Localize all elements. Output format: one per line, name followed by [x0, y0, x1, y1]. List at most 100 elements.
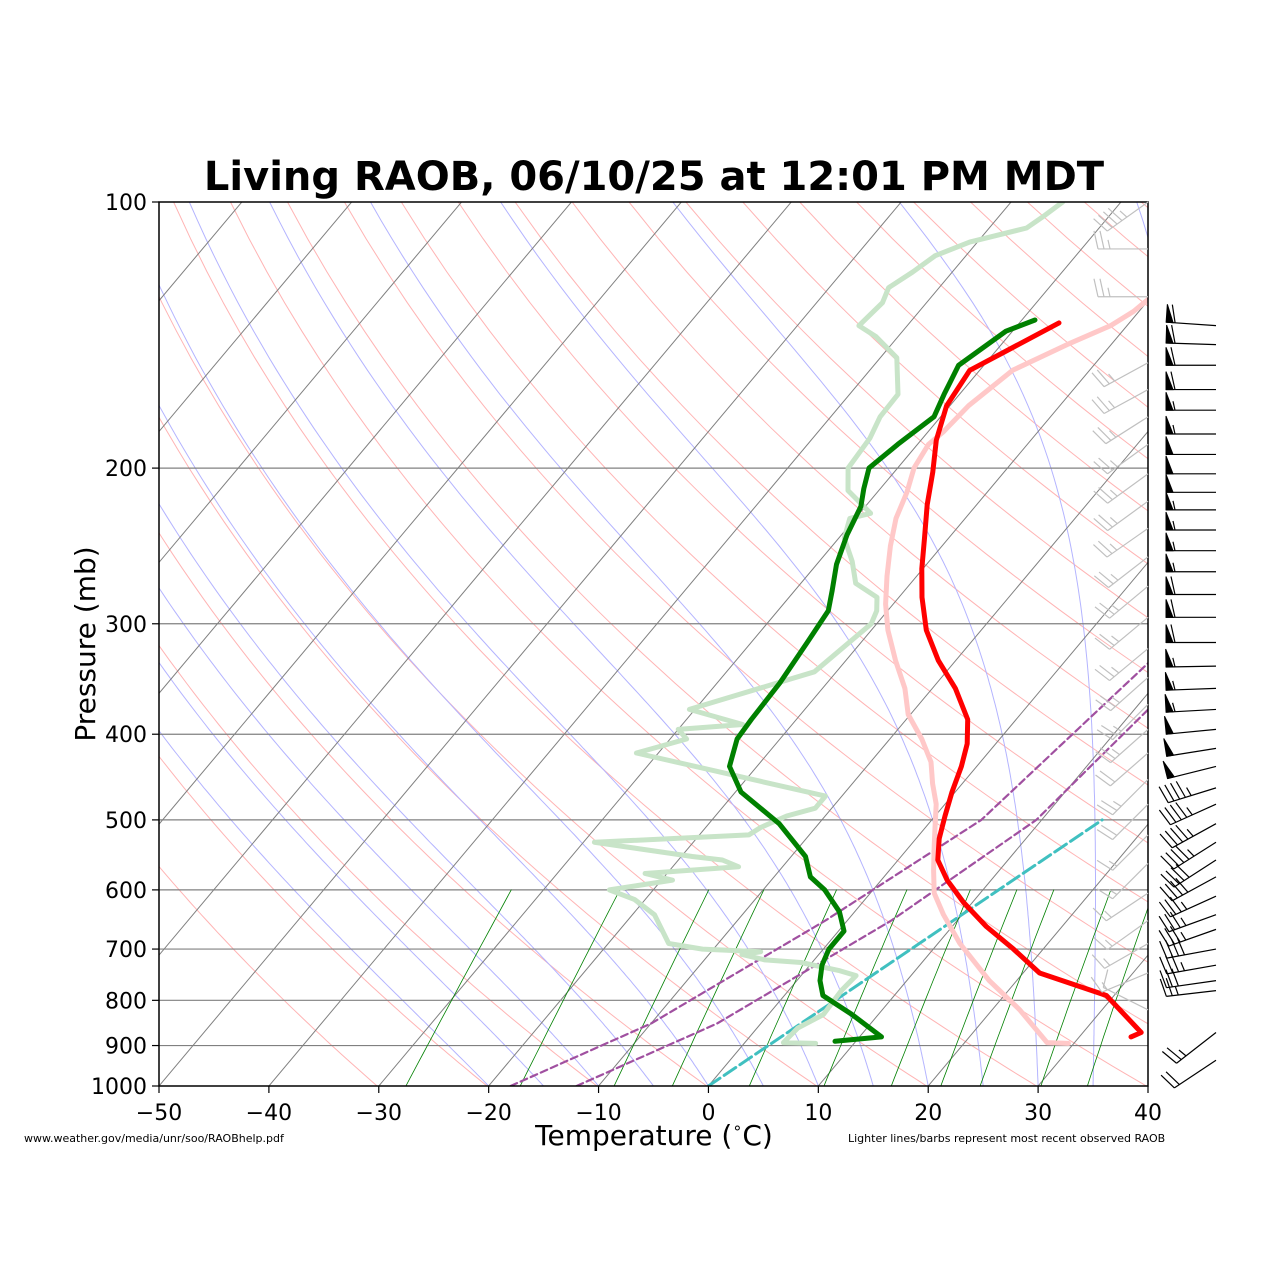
wind-barb — [1161, 1032, 1217, 1064]
observed-wind-barb — [1094, 616, 1149, 650]
barb-full — [1164, 830, 1178, 846]
wind-barb — [1165, 474, 1216, 493]
barb-full — [1160, 855, 1175, 870]
barb-staff — [1107, 500, 1149, 532]
barb-full — [1096, 396, 1110, 412]
barb-flag — [1165, 324, 1174, 344]
barb-staff — [1112, 862, 1149, 900]
barb-half — [1172, 401, 1176, 411]
barb-flag — [1164, 672, 1174, 691]
isotherm — [487, 299, 1148, 1086]
barb-full — [1170, 371, 1176, 390]
parcel-line — [509, 661, 1148, 1086]
barb-staff — [1109, 752, 1149, 787]
barb-flag — [1162, 760, 1176, 780]
barb-flag — [1165, 436, 1174, 455]
barb-half — [1172, 657, 1176, 668]
barb-half — [1108, 373, 1116, 382]
wind-barb — [1160, 841, 1217, 870]
barb-full — [1175, 802, 1188, 818]
y-tick-label: 800 — [105, 989, 147, 1014]
footer-left-link[interactable]: www.weather.gov/media/unr/soo/RAOBhelp.p… — [24, 1132, 285, 1145]
wind-barb — [1158, 781, 1217, 804]
barb-half — [1180, 961, 1186, 971]
dry-adiabat — [159, 755, 488, 1086]
observed-wind-barb — [1095, 752, 1149, 787]
barb-half — [1172, 680, 1176, 691]
observed-wind-barb — [1093, 443, 1149, 475]
barb-half — [1109, 516, 1118, 524]
y-tick-label: 500 — [105, 809, 147, 834]
barb-full — [1169, 804, 1182, 821]
barb-staff — [1168, 787, 1217, 804]
wind-barb — [1165, 304, 1217, 327]
barb-half — [1108, 889, 1118, 896]
barb-half — [1107, 239, 1111, 250]
observed-wind-barb — [1093, 556, 1149, 589]
x-tick-label: 10 — [804, 1101, 832, 1126]
barb-staff — [1106, 527, 1149, 558]
barb-half — [1111, 604, 1120, 611]
barb-full — [1091, 399, 1105, 414]
barb-full — [1097, 540, 1113, 555]
barb-staff — [1105, 416, 1149, 445]
isotherm — [707, 561, 1148, 1086]
wind-barb — [1163, 738, 1217, 757]
observed-wind-barb — [1096, 703, 1149, 741]
isotherm — [159, 202, 792, 956]
barb-full — [1101, 800, 1118, 812]
observed-wind-barb — [1096, 779, 1149, 816]
axes: −50 −40 −30 −20 −10 0 10 20 30 40 100 200 300 400 500 6… — [91, 191, 1162, 1126]
x-tick-label: 0 — [701, 1101, 715, 1126]
wind-barb — [1165, 648, 1217, 668]
barb-full — [1164, 883, 1178, 899]
isotherm — [927, 823, 1148, 1086]
barb-staff — [1103, 362, 1149, 388]
barb-staff — [1108, 556, 1149, 589]
barb-full — [1102, 211, 1118, 225]
barb-full — [1175, 845, 1190, 860]
mixing-ratio-line — [823, 889, 908, 1086]
barb-full — [1096, 859, 1113, 871]
observed-wind-barb — [1093, 920, 1149, 951]
dry-adiabat — [159, 644, 598, 1086]
wind-barb — [1165, 392, 1216, 411]
barb-staff — [1176, 1032, 1217, 1064]
barb-full — [1096, 729, 1113, 741]
barb-full — [1098, 214, 1113, 229]
barb-half — [1113, 800, 1122, 807]
barb-half — [1180, 917, 1187, 926]
barb-staff — [1112, 779, 1149, 816]
barb-full — [1175, 824, 1189, 840]
observed-wind-barb — [1093, 473, 1149, 504]
y-tick-label: 300 — [105, 613, 147, 638]
observed-wind-barb — [1095, 676, 1149, 712]
observed-wind-barb — [1096, 834, 1149, 871]
moist-adiabat — [159, 502, 654, 1086]
wind-barb — [1165, 415, 1216, 435]
wind-barb — [1165, 371, 1216, 391]
barb-full — [1158, 901, 1171, 918]
barb-flag — [1165, 624, 1174, 644]
barb-half — [1186, 787, 1192, 796]
observed-temperature-line — [883, 296, 1148, 1046]
barb-full — [1164, 784, 1175, 802]
mixing-ratio-line — [1087, 906, 1148, 1086]
observed-wind-barb — [1091, 362, 1149, 388]
barb-full — [1165, 852, 1180, 867]
barb-full — [1097, 427, 1112, 441]
barb-staff — [1166, 728, 1217, 735]
wind-barb — [1165, 599, 1216, 618]
barb-half — [1113, 725, 1122, 732]
footer-right-note: Lighter lines/barbs represent most recen… — [848, 1132, 1165, 1145]
barb-staff — [1110, 676, 1149, 712]
barb-full — [1170, 347, 1176, 366]
barb-full — [1170, 576, 1176, 595]
wind-barb — [1159, 823, 1217, 849]
barb-full — [1159, 978, 1167, 997]
barb-staff — [1167, 765, 1217, 780]
barb-full — [1099, 664, 1115, 678]
forecast-profile — [727, 317, 1144, 1044]
barb-full — [1090, 976, 1103, 993]
